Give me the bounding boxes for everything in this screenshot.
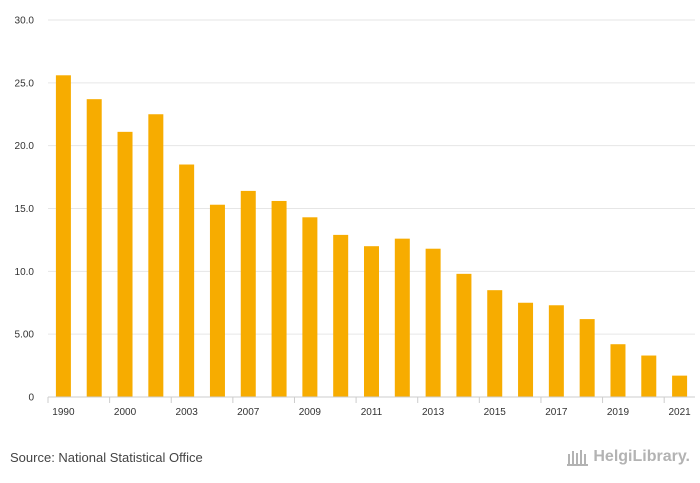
y-tick-label: 25.0 [15, 78, 35, 89]
bar [179, 164, 195, 397]
x-tick-label: 1990 [52, 407, 75, 418]
x-tick-label: 2000 [114, 407, 137, 418]
library-icon [567, 450, 589, 466]
bar [487, 290, 503, 397]
bar [209, 204, 225, 397]
x-tick-label: 2007 [237, 407, 260, 418]
bar [271, 200, 287, 397]
x-tick-label: 2013 [422, 407, 445, 418]
y-tick-label: 10.0 [15, 267, 35, 278]
bar [672, 375, 688, 397]
bar [518, 302, 534, 397]
helgilibrary-logo: HelgiLibrary. [567, 448, 690, 466]
bar [364, 246, 379, 397]
x-tick-label: 2015 [484, 407, 507, 418]
y-tick-label: 0 [28, 393, 34, 404]
x-tick-label: 2011 [361, 407, 383, 418]
bar [333, 234, 349, 397]
x-tick-label: 2017 [545, 407, 568, 418]
bar [148, 114, 164, 397]
x-tick-label: 2003 [176, 407, 199, 418]
bar [302, 217, 318, 397]
bar [117, 131, 133, 398]
x-tick-label: 2021 [668, 407, 691, 418]
y-tick-label: 30.0 [15, 16, 35, 27]
source-note: Source: National Statistical Office [10, 450, 203, 465]
y-tick-label: 5.00 [15, 330, 35, 341]
x-tick-label: 2009 [299, 407, 322, 418]
y-tick-label: 20.0 [15, 141, 35, 152]
bar [394, 238, 410, 397]
x-tick-label: 2019 [607, 407, 630, 418]
bar [548, 305, 564, 397]
bar [55, 75, 71, 397]
bar [610, 344, 626, 397]
bar [579, 319, 595, 397]
x-axis: 1990 2000 2003 2007 2009 2011 2013 2015 2017 2019… [47, 397, 691, 418]
bar [641, 355, 657, 397]
y-tick-label: 15.0 [15, 204, 35, 215]
bars [55, 75, 688, 398]
bar [86, 99, 102, 398]
bar [240, 190, 256, 397]
bar [456, 273, 472, 397]
logo-text: HelgiLibrary. [593, 448, 690, 465]
y-axis: 0 5.00 10.0 15.0 20.0 25.0 30.0 [15, 16, 35, 404]
bar [425, 248, 441, 397]
